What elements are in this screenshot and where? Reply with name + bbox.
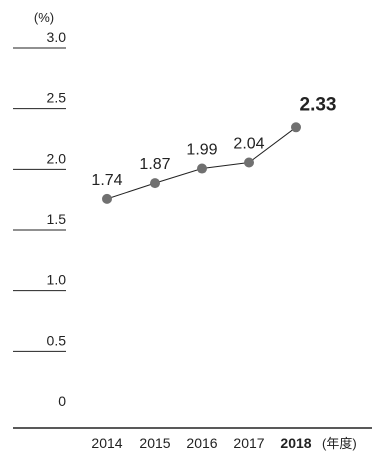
data-point	[197, 163, 207, 174]
y-tick-label: 1.5	[47, 211, 67, 227]
x-axis: 2014 2015 2016 2017 2018 (年度)	[13, 427, 372, 451]
x-tick-label: 2015	[139, 435, 170, 451]
series-group: 1.74 1.87 1.99 2.04 2.33	[91, 94, 336, 204]
data-label: 1.99	[186, 142, 217, 159]
data-label: 1.74	[91, 172, 122, 189]
y-tick-label: 2.0	[47, 150, 67, 166]
series-line	[106, 126, 297, 200]
y-tick-label: 2.5	[47, 90, 67, 106]
y-tick-label: 3.0	[47, 29, 67, 45]
data-point	[244, 157, 254, 168]
data-label: 1.87	[139, 156, 170, 173]
data-label-highlight: 2.33	[300, 94, 337, 115]
data-point	[150, 178, 160, 189]
x-tick-label: 2017	[233, 435, 264, 451]
y-tick-label: 0	[58, 393, 66, 409]
y-tick-label: 1.0	[47, 272, 67, 288]
x-tick-label: 2014	[91, 435, 122, 451]
y-tick-label: 0.5	[47, 332, 67, 348]
x-axis-unit-label: (年度)	[322, 436, 357, 451]
y-axis: (%) 3.0 2.5 2.0 1.5 1.0 0.5 0	[13, 10, 66, 409]
data-point	[102, 193, 112, 204]
y-axis-unit-label: (%)	[34, 10, 54, 25]
data-point	[291, 122, 301, 133]
data-label: 2.04	[233, 135, 264, 152]
x-tick-label-highlight: 2018	[280, 435, 311, 451]
x-tick-label: 2016	[186, 435, 217, 451]
